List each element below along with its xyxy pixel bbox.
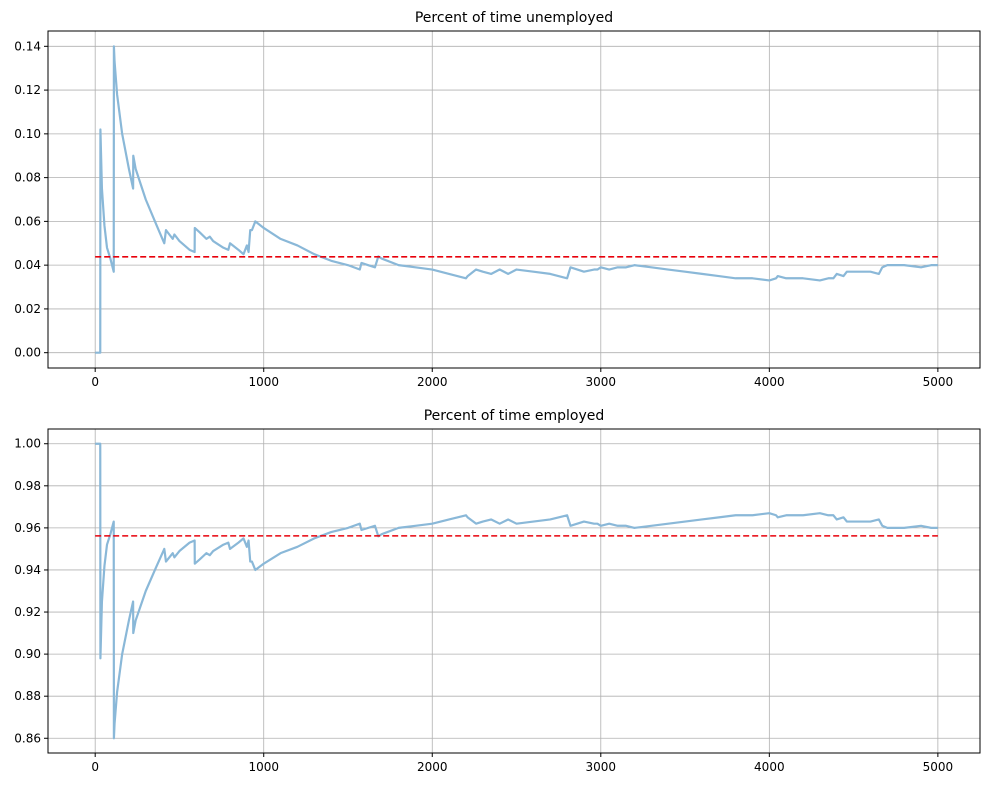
y-tick-label: 0.04	[14, 258, 41, 272]
axes-frame	[47, 30, 981, 369]
y-tick-label: 0.00	[14, 346, 41, 360]
y-tick-label: 0.08	[14, 171, 41, 185]
chart-title: Percent of time unemployed	[415, 10, 613, 26]
unemployed-chart: 0 1000 2000 3000 4000 5000 0.00 0.02 0.04 0.06 0.0…	[14, 10, 981, 389]
y-tick-label: 0.86	[14, 731, 41, 745]
x-tick-label: 1000	[248, 760, 279, 774]
x-tick-label: 2000	[417, 375, 448, 389]
y-tick-label: 0.14	[14, 39, 41, 53]
x-tick-label: 1000	[248, 375, 279, 389]
x-tick-label: 4000	[754, 760, 785, 774]
x-tick-label: 0	[91, 760, 99, 774]
y-tick-label: 0.88	[14, 689, 41, 703]
x-tick-label: 2000	[417, 760, 448, 774]
y-tick-label: 0.94	[14, 563, 41, 577]
x-tick-label: 5000	[923, 375, 954, 389]
y-tick-label: 0.92	[14, 605, 41, 619]
y-tick-label: 0.98	[14, 479, 41, 493]
y-tick-label: 0.90	[14, 647, 41, 661]
y-tick-label: 0.06	[14, 214, 41, 228]
y-tick-label: 0.12	[14, 83, 41, 97]
y-tick-label: 1.00	[14, 437, 41, 451]
x-tick-label: 3000	[586, 375, 617, 389]
y-tick-label: 0.96	[14, 521, 41, 535]
series-line	[95, 45, 938, 354]
x-tick-label: 3000	[586, 760, 617, 774]
chart-title: Percent of time employed	[424, 408, 605, 424]
x-tick-label: 5000	[923, 760, 954, 774]
y-tick-label: 0.02	[14, 302, 41, 316]
x-tick-label: 4000	[754, 375, 785, 389]
y-tick-label: 0.10	[14, 127, 41, 141]
series-line	[95, 442, 938, 740]
employed-chart: 0 1000 2000 3000 4000 5000 0.86 0.88 0.90 0.92 0.9…	[14, 408, 981, 774]
x-tick-label: 0	[91, 375, 99, 389]
axes-frame	[47, 428, 981, 754]
